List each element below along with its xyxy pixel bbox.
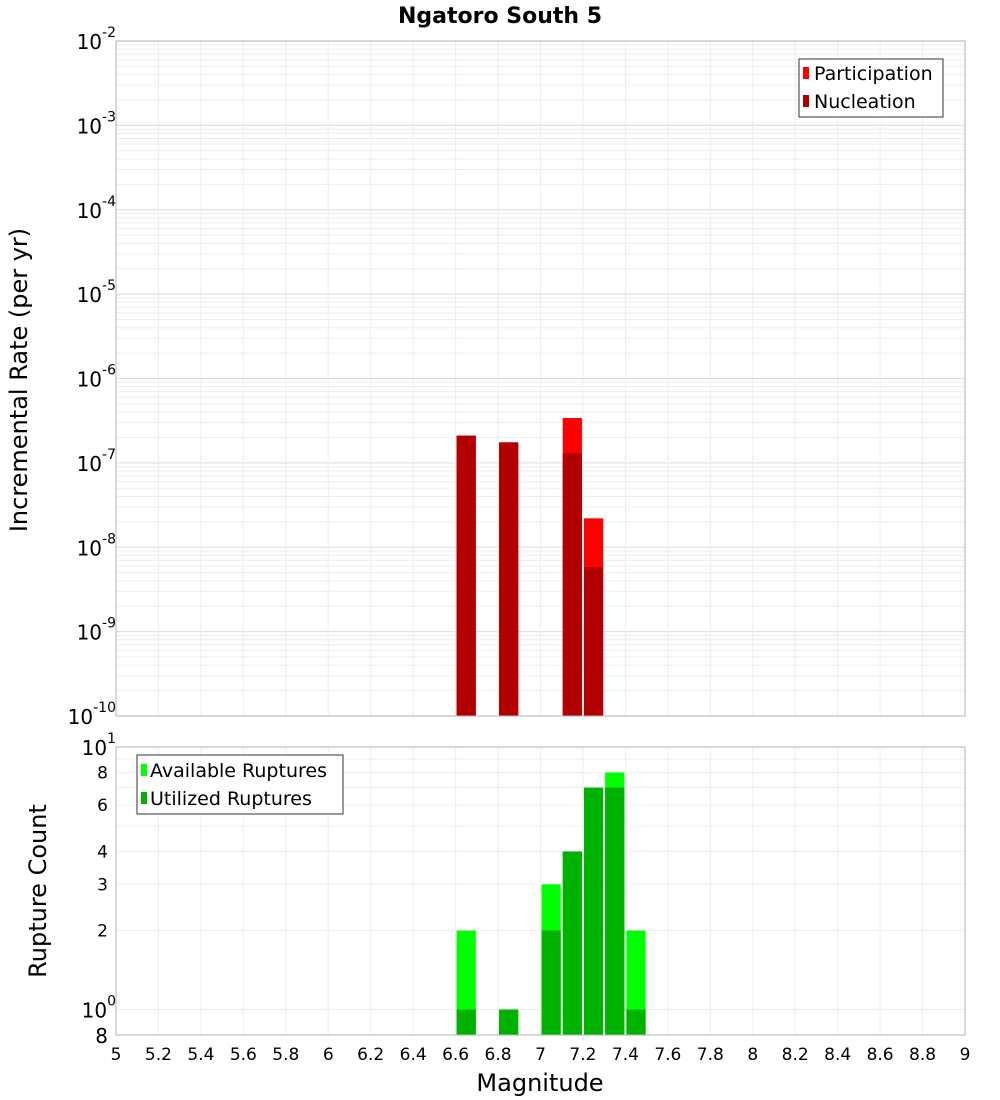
count-y-tick-label-10e1-base: 10 (82, 736, 107, 760)
rate-panel: 10-210-310-410-510-610-710-810-910-10Inc… (5, 25, 966, 729)
rate-y-tick-label-exp: -7 (102, 447, 116, 463)
utilized-ruptures-bar (626, 1009, 646, 1035)
x-tick-label: 5.2 (145, 1045, 172, 1065)
rate-y-tick-label: 10-2 (77, 25, 116, 54)
x-tick-label: 8.6 (867, 1045, 894, 1065)
rate-y-tick-label-base: 10 (68, 705, 93, 729)
rate-y-tick-label: 10-10 (68, 700, 116, 729)
count-y-bottom-tick-label: 8 (95, 1024, 108, 1048)
x-tick-label: 9 (960, 1045, 971, 1065)
rate-legend-box (798, 58, 944, 118)
rate-y-tick-label-exp: -2 (102, 25, 116, 41)
rate-y-tick-label-exp: -6 (102, 363, 116, 379)
x-tick-label: 5.4 (187, 1045, 214, 1065)
count-y-tick-label: 4 (97, 842, 108, 862)
rate-y-tick-label-exp: -4 (102, 194, 116, 210)
count-y-tick-label-10e1-exp: 1 (107, 731, 116, 747)
legend-swatch (141, 764, 147, 776)
rate-y-tick-label: 10-9 (77, 616, 116, 645)
rate-y-tick-label-exp: -5 (102, 278, 116, 294)
chart-title: Ngatoro South 5 (398, 4, 602, 29)
rate-y-tick-label: 10-4 (77, 194, 117, 223)
rate-y-tick-label-exp: -9 (102, 616, 116, 632)
available-ruptures-bar (456, 930, 476, 1035)
legend-label: Participation (814, 63, 933, 85)
rate-y-tick-label: 10-5 (77, 278, 116, 307)
count-y-tick-label-10e0-exp: 0 (107, 994, 116, 1010)
x-tick-label: 8.2 (782, 1045, 809, 1065)
available-ruptures-bar (626, 930, 646, 1035)
count-legend-box (136, 754, 344, 815)
rate-y-tick-label-base: 10 (77, 368, 102, 392)
x-tick-label: 7.6 (654, 1045, 681, 1065)
x-tick-label: 7.4 (612, 1045, 639, 1065)
count-y-tick-label: 6 (97, 796, 108, 816)
rate-y-tick-label: 10-7 (77, 447, 116, 476)
rate-legend: Participation Nucleation (798, 58, 944, 118)
rate-y-tick-label: 10-3 (77, 109, 116, 138)
rate-y-tick-label-base: 10 (77, 30, 102, 54)
x-tick-label: 7.8 (697, 1045, 724, 1065)
count-y-tick-label-10e0: 100 (82, 994, 116, 1023)
nucleation-bar (456, 435, 476, 716)
rate-y-tick-label-exp: -3 (102, 109, 116, 125)
nucleation-bar (562, 453, 582, 716)
utilized-ruptures-bar (583, 787, 604, 1035)
x-tick-label: 6.8 (485, 1045, 512, 1065)
count-y-tick-label-10e0-base: 10 (82, 999, 107, 1023)
count-y-tick-label-10e1: 101 (82, 731, 116, 760)
count-y-tick-label: 2 (97, 922, 108, 942)
x-tick-label: 6 (323, 1045, 334, 1065)
x-tick-label: 6.2 (357, 1045, 384, 1065)
rate-y-tick-label-exp: -10 (93, 700, 116, 716)
legend-swatch (803, 95, 809, 107)
rate-y-tick-label-exp: -8 (102, 531, 116, 547)
rate-y-tick-label-base: 10 (77, 283, 102, 307)
rate-plot-border (115, 40, 966, 717)
count-y-tick-label: 3 (97, 875, 108, 895)
legend-label: Available Ruptures (150, 760, 327, 782)
x-tick-label: 8 (747, 1045, 758, 1065)
nucleation-bar (583, 567, 604, 716)
nucleation-bar (499, 442, 519, 716)
rate-y-tick-label-base: 10 (77, 199, 102, 223)
rate-y-tick-label: 10-6 (77, 363, 117, 392)
x-tick-label: 5 (111, 1045, 122, 1065)
utilized-ruptures-bar (499, 1009, 519, 1035)
x-axis-label: Magnitude (476, 1069, 603, 1097)
x-tick-label: 7.2 (569, 1045, 596, 1065)
rate-y-tick-label-base: 10 (77, 621, 102, 645)
x-tick-label: 6.4 (400, 1045, 427, 1065)
legend-swatch (141, 792, 147, 804)
x-tick-label: 7 (535, 1045, 546, 1065)
rate-y-axis-label: Incremental Rate (per yr) (5, 228, 33, 532)
x-tick-label: 8.4 (824, 1045, 851, 1065)
utilized-ruptures-bar (605, 787, 625, 1035)
rate-y-tick-label: 10-8 (77, 531, 116, 560)
count-plot-border (115, 746, 966, 1036)
count-y-axis-label: Rupture Count (24, 804, 52, 978)
x-tick-label: 5.8 (272, 1045, 299, 1065)
utilized-ruptures-bar (562, 851, 582, 1035)
utilized-ruptures-bar (541, 930, 561, 1035)
rate-y-tick-label-base: 10 (77, 452, 102, 476)
x-tick-label: 6.6 (442, 1045, 469, 1065)
rate-y-tick-label-base: 10 (77, 114, 102, 138)
x-tick-label: 5.6 (230, 1045, 257, 1065)
legend-label: Utilized Ruptures (150, 788, 312, 810)
x-tick-label: 8.8 (909, 1045, 936, 1065)
legend-swatch (803, 67, 809, 79)
count-y-tick-label: 8 (97, 763, 108, 783)
rate-y-tick-label-base: 10 (77, 536, 102, 560)
count-legend: Available Ruptures Utilized Ruptures (136, 754, 344, 815)
legend-label: Nucleation (814, 91, 916, 113)
utilized-ruptures-bar (456, 1009, 476, 1035)
